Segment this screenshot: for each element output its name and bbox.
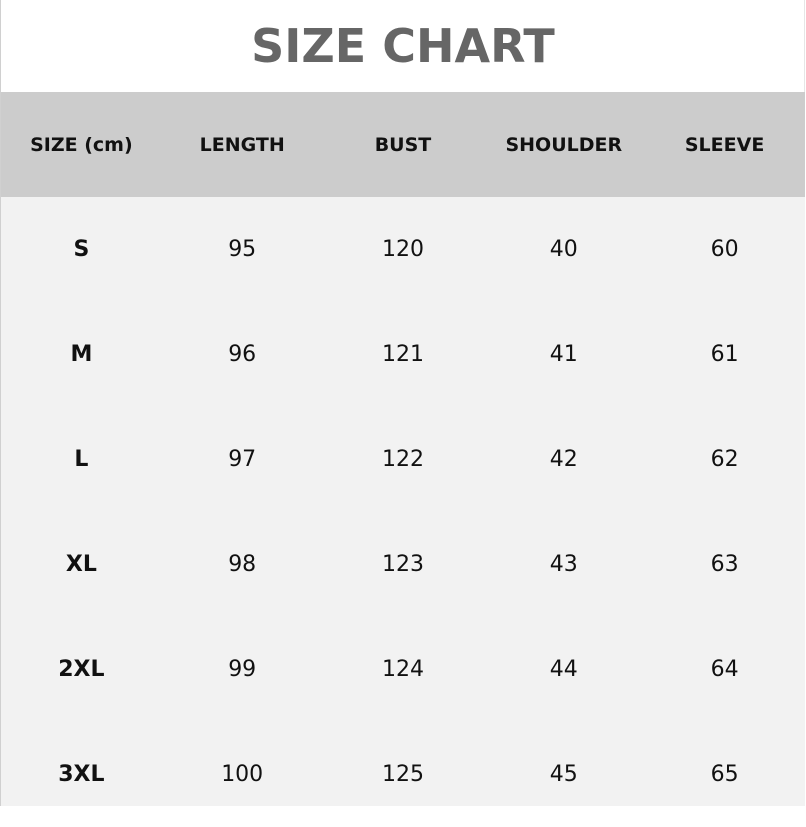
size-label: XL [65,552,97,577]
column-header: LENGTH [199,133,285,156]
measurement-cell: 121 [381,342,424,367]
measurement-cell: 64 [710,657,739,682]
table-row: M 96 121 41 61 [1,302,805,407]
measurement-cell: 125 [381,762,424,787]
measurement-cell: 124 [381,657,424,682]
measurement-cell: 42 [549,447,578,472]
size-label: L [74,447,89,472]
measurement-cell: 96 [228,342,257,367]
measurement-cell: 98 [228,552,257,577]
measurement-cell: 41 [549,342,578,367]
measurement-cell: 123 [381,552,424,577]
measurement-cell: 60 [710,237,739,262]
measurement-cell: 100 [221,762,264,787]
measurement-cell: 45 [549,762,578,787]
column-header: SHOULDER [505,133,623,156]
page-title: SIZE CHART [251,19,555,73]
table-row: 2XL 99 124 44 64 [1,617,805,722]
measurement-cell: 95 [228,237,257,262]
measurement-cell: 65 [710,762,739,787]
table-row: 3XL 100 125 45 65 [1,722,805,827]
table-header: SIZE (cm) LENGTH BUST SHOULDER SLEEVE [1,92,805,197]
measurement-cell: 120 [381,237,424,262]
measurement-cell: 44 [549,657,578,682]
measurement-cell: 63 [710,552,739,577]
size-label: S [73,237,90,262]
column-header: BUST [374,133,432,156]
size-label: 3XL [58,762,105,787]
size-label: M [70,342,93,367]
table-body: S 95 120 40 60 M 96 121 41 61 L 97 122 42 62 XL 98 123 43 6… [1,197,805,806]
table-row: XL 98 123 43 63 [1,512,805,617]
size-label: 2XL [58,657,105,682]
measurement-cell: 40 [549,237,578,262]
table-row: L 97 122 42 62 [1,407,805,512]
measurement-cell: 99 [228,657,257,682]
measurement-cell: 43 [549,552,578,577]
measurement-cell: 97 [228,447,257,472]
table-row: S 95 120 40 60 [1,197,805,302]
measurement-cell: 61 [710,342,739,367]
column-header: SLEEVE [684,133,765,156]
measurement-cell: 62 [710,447,739,472]
column-header: SIZE (cm) [30,133,133,156]
measurement-cell: 122 [381,447,424,472]
